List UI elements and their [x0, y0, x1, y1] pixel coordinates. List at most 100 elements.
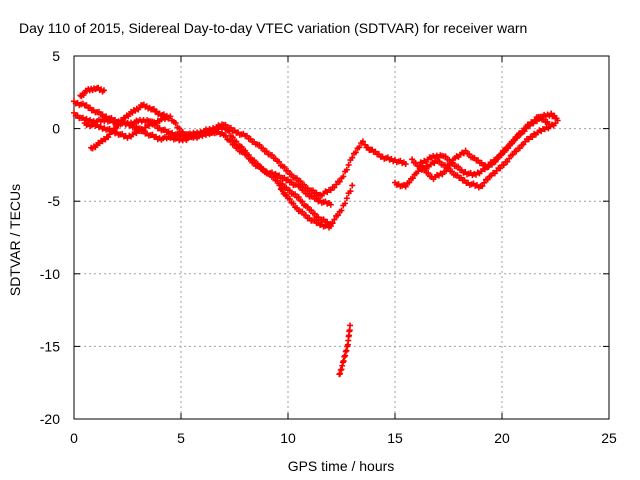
data-point — [229, 134, 236, 141]
data-point — [220, 122, 227, 129]
data-point — [513, 134, 520, 141]
data-point — [295, 194, 302, 201]
data-point — [479, 182, 486, 189]
data-point — [462, 147, 469, 154]
x-tick-label: 25 — [601, 430, 617, 446]
data-point — [256, 141, 263, 148]
data-point — [554, 117, 561, 124]
data-point — [343, 166, 350, 173]
data-point — [506, 142, 513, 149]
data-point — [243, 132, 250, 139]
axis-ticks: 0 5 10 15 20 25 5 0 -5 -10 -15 -20 — [40, 48, 617, 446]
data-point — [165, 114, 172, 121]
data-point — [283, 192, 290, 199]
data-point — [176, 125, 183, 132]
data-point — [509, 151, 516, 158]
data-point — [245, 152, 252, 159]
data-point — [347, 322, 354, 329]
data-point — [258, 164, 265, 171]
chart-title: Day 110 of 2015, Sidereal Day-to-day VTE… — [19, 20, 527, 36]
data-point — [254, 160, 261, 167]
data-point — [222, 132, 229, 139]
data-point — [481, 179, 488, 186]
grid — [74, 56, 609, 419]
data-point — [297, 178, 304, 185]
data-point — [233, 138, 240, 145]
data-point — [449, 168, 456, 175]
data-point — [501, 149, 508, 156]
data-point — [442, 153, 449, 160]
series-track-7 — [336, 322, 354, 378]
data-point — [497, 165, 504, 172]
data-point — [484, 176, 491, 183]
data-point — [497, 152, 504, 159]
data-points — [71, 84, 561, 378]
data-point — [270, 174, 277, 181]
data-point — [238, 143, 245, 150]
data-point — [331, 216, 338, 223]
data-point — [492, 158, 499, 165]
data-point — [336, 178, 343, 185]
data-point — [406, 179, 413, 186]
data-point — [260, 145, 267, 152]
y-tick-label: -5 — [48, 193, 61, 209]
data-point — [268, 151, 275, 158]
series-track-8 — [362, 141, 409, 168]
data-point — [308, 207, 315, 214]
data-point — [443, 167, 450, 174]
data-point — [455, 163, 462, 170]
data-point — [446, 156, 453, 163]
data-point — [288, 171, 295, 178]
data-point — [522, 125, 529, 132]
data-point — [267, 170, 274, 177]
data-point — [304, 203, 311, 210]
data-point — [356, 144, 363, 151]
data-point — [327, 223, 334, 230]
data-point — [466, 151, 473, 158]
data-point — [311, 210, 318, 217]
data-point — [409, 156, 416, 163]
data-point — [263, 148, 270, 155]
series-track-6 — [276, 182, 334, 231]
data-point — [279, 186, 286, 193]
data-point — [517, 131, 524, 138]
x-tick-label: 0 — [70, 430, 78, 446]
series-track-3 — [81, 113, 356, 228]
data-point — [226, 128, 233, 135]
series-track-4 — [88, 101, 172, 152]
series-track-2 — [71, 109, 366, 199]
data-point — [444, 164, 451, 171]
data-point — [247, 135, 254, 142]
y-tick-label: -10 — [40, 266, 60, 282]
data-point — [301, 181, 308, 188]
data-point — [510, 138, 517, 145]
data-point — [505, 145, 512, 152]
x-tick-label: 15 — [387, 430, 403, 446]
data-point — [347, 188, 354, 195]
data-point — [299, 208, 306, 215]
data-point — [340, 173, 347, 180]
x-axis-label: GPS time / hours — [288, 458, 395, 474]
series-track-11 — [417, 113, 553, 179]
data-point — [286, 196, 293, 203]
x-tick-label: 5 — [177, 430, 185, 446]
data-point — [302, 212, 309, 219]
data-point — [529, 134, 536, 141]
data-point — [334, 212, 341, 219]
data-point — [409, 175, 416, 182]
data-point — [251, 157, 258, 164]
data-point — [402, 183, 409, 190]
data-point — [449, 159, 456, 166]
data-point — [100, 87, 107, 94]
data-point — [276, 182, 283, 189]
data-point — [349, 154, 356, 161]
data-point — [349, 182, 356, 189]
data-point — [293, 204, 300, 211]
data-point — [546, 120, 553, 127]
data-point — [345, 161, 352, 168]
data-point — [516, 145, 523, 152]
data-point — [112, 125, 119, 132]
data-point — [421, 166, 428, 173]
data-point — [436, 158, 443, 165]
